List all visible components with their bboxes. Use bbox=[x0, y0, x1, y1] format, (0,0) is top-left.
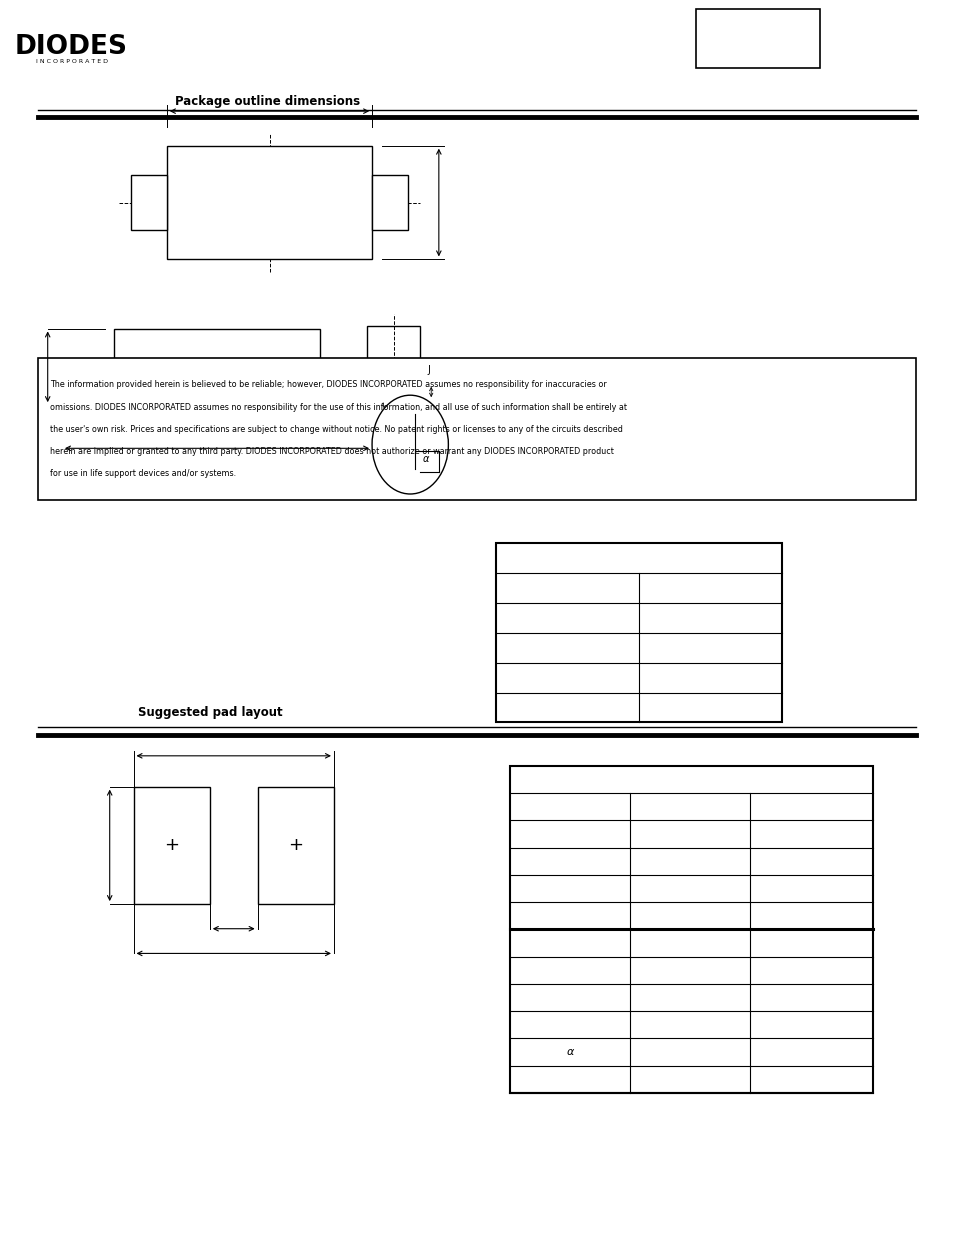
Bar bbox=[372, 175, 408, 230]
Bar bbox=[257, 787, 334, 904]
Text: the user's own risk. Prices and specifications are subject to change without not: the user's own risk. Prices and specific… bbox=[50, 425, 621, 433]
Text: I N C O R P O R A T E D: I N C O R P O R A T E D bbox=[35, 59, 108, 64]
Text: Suggested pad layout: Suggested pad layout bbox=[137, 706, 282, 719]
Bar bbox=[696, 9, 820, 68]
Text: $\alpha$: $\alpha$ bbox=[422, 454, 430, 464]
Bar bbox=[38, 358, 915, 500]
Bar bbox=[133, 787, 210, 904]
Text: DIODES: DIODES bbox=[15, 33, 128, 61]
Bar bbox=[114, 329, 319, 405]
Bar bbox=[367, 326, 419, 400]
Bar bbox=[496, 543, 781, 722]
Circle shape bbox=[372, 395, 448, 494]
Text: herein are implied or granted to any third party. DIODES INCORPORATED does not a: herein are implied or granted to any thi… bbox=[50, 447, 613, 456]
Bar bbox=[510, 766, 872, 1093]
Text: $\alpha$: $\alpha$ bbox=[565, 1047, 575, 1057]
Text: Package outline dimensions: Package outline dimensions bbox=[174, 95, 359, 107]
Text: J: J bbox=[427, 366, 430, 375]
Bar bbox=[131, 175, 167, 230]
Text: +: + bbox=[164, 836, 179, 855]
Text: for use in life support devices and/or systems.: for use in life support devices and/or s… bbox=[50, 469, 235, 478]
Text: The information provided herein is believed to be reliable; however, DIODES INCO: The information provided herein is belie… bbox=[50, 380, 606, 389]
Text: +: + bbox=[288, 836, 303, 855]
Bar bbox=[167, 146, 372, 259]
Text: omissions. DIODES INCORPORATED assumes no responsibility for the use of this inf: omissions. DIODES INCORPORATED assumes n… bbox=[50, 403, 626, 411]
